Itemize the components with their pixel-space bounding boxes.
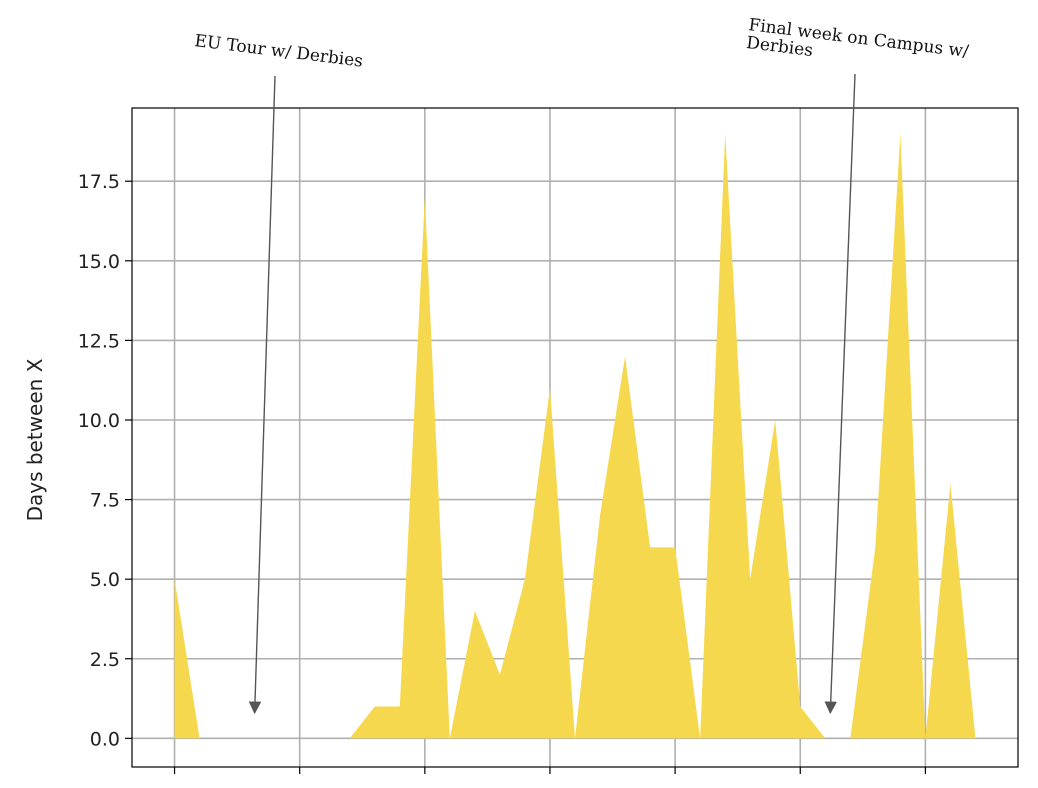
- axis-ticks: 0.0 2.5 5.0 7.5 10.0 12.5 15.0 17.5: [78, 171, 926, 774]
- area-series: [174, 133, 976, 739]
- grid-lines: [132, 108, 1018, 767]
- annotation-eu-tour: EU Tour w/ Derbies: [193, 31, 364, 72]
- area-fill: [174, 133, 976, 739]
- plot-frame: [131, 107, 1019, 768]
- y-tick-label: 2.5: [90, 649, 120, 671]
- annotation-arrow-eu-tour: [248, 75, 276, 715]
- annotations: EU Tour w/ Derbies Final week on Campus w…: [193, 15, 970, 715]
- annotation-arrow-final-week: [824, 73, 856, 715]
- y-tick-label: 15.0: [78, 251, 120, 273]
- y-tick-label: 10.0: [78, 410, 120, 432]
- y-tick-label: 5.0: [90, 569, 120, 591]
- y-tick-label: 0.0: [90, 728, 120, 750]
- y-tick-label: 7.5: [90, 490, 120, 512]
- annotation-final-week: Final week on Campus w/Derbies: [745, 15, 970, 80]
- y-axis-title: Days between X: [23, 358, 47, 521]
- y-tick-label: 17.5: [78, 171, 120, 193]
- y-tick-label: 12.5: [78, 330, 120, 352]
